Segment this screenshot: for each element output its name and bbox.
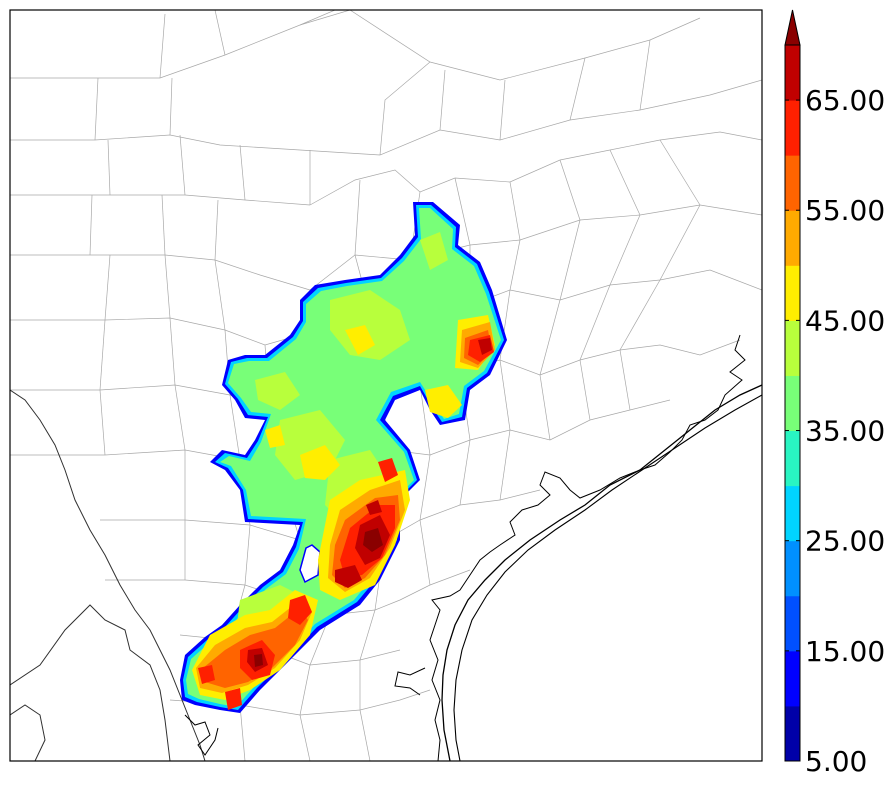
- colorbar-band: [785, 430, 800, 487]
- field-lightgreen-6: [255, 372, 300, 410]
- bay-shoreline-south: [394, 667, 426, 696]
- bay-shoreline-far-south: [184, 714, 219, 756]
- colorbar-frame: [784, 44, 801, 762]
- field-red-6: [198, 665, 215, 684]
- field-darkred-5: [366, 500, 382, 515]
- colorbar-band: [785, 595, 800, 652]
- field-lightgreen-1: [330, 290, 410, 360]
- bay-shoreline: [429, 334, 746, 761]
- colorbar-band: [785, 320, 800, 376]
- colorbar-tick-label: 15.00: [805, 635, 885, 668]
- colorbar-bands: [784, 9, 801, 762]
- field-hole: [299, 544, 321, 584]
- field-lightgreen-5: [420, 232, 448, 270]
- map-frame: [9, 9, 763, 762]
- field-yellow-1: [300, 445, 340, 480]
- coastline: [441, 384, 762, 761]
- mexico-border: [10, 604, 171, 761]
- field-red-5: [378, 458, 398, 482]
- field-maroon-1: [363, 528, 383, 552]
- field-yellow-7: [425, 385, 462, 418]
- field-red-3: [288, 595, 312, 625]
- colorbar-tick-label: 45.00: [805, 304, 885, 337]
- colorbar-band: [785, 485, 800, 542]
- colorbar-tick-label: 5.00: [805, 745, 867, 778]
- colorbar: 5.00 15.00 25.00 35.00 45.00 55.00 65.00: [784, 9, 885, 778]
- colorbar-band: [785, 100, 800, 156]
- field-darkred-2: [335, 565, 362, 588]
- field-red-7: [225, 688, 242, 710]
- field-yellow-2: [345, 325, 375, 355]
- colorbar-tick-label: 65.00: [805, 84, 885, 117]
- colorbar-tick-label: 55.00: [805, 194, 885, 227]
- colorbar-band: [785, 45, 800, 101]
- county-boundaries: [10, 10, 762, 761]
- colorbar-band: [785, 155, 800, 211]
- field-maroon-2: [254, 654, 263, 667]
- colorbar-tick-label: 25.00: [805, 525, 885, 558]
- mexico-border-west: [10, 704, 46, 761]
- colorbar-tick-label: 35.00: [805, 415, 885, 448]
- colorbar-band: [785, 540, 800, 597]
- field-darkred-4: [478, 338, 492, 355]
- precipitation-field: [180, 202, 507, 713]
- colorbar-band: [785, 210, 800, 266]
- colorbar-band: [785, 265, 800, 321]
- colorbar-extend-arrow: [784, 9, 801, 46]
- colorbar-ticks: 5.00 15.00 25.00 35.00 45.00 55.00 65.00: [785, 84, 885, 778]
- field-yellow-3: [265, 425, 285, 448]
- colorbar-band: [785, 705, 800, 762]
- barrier-island: [453, 394, 762, 761]
- colorbar-band: [785, 650, 800, 707]
- state-border: [10, 389, 206, 761]
- colorbar-band: [785, 375, 800, 432]
